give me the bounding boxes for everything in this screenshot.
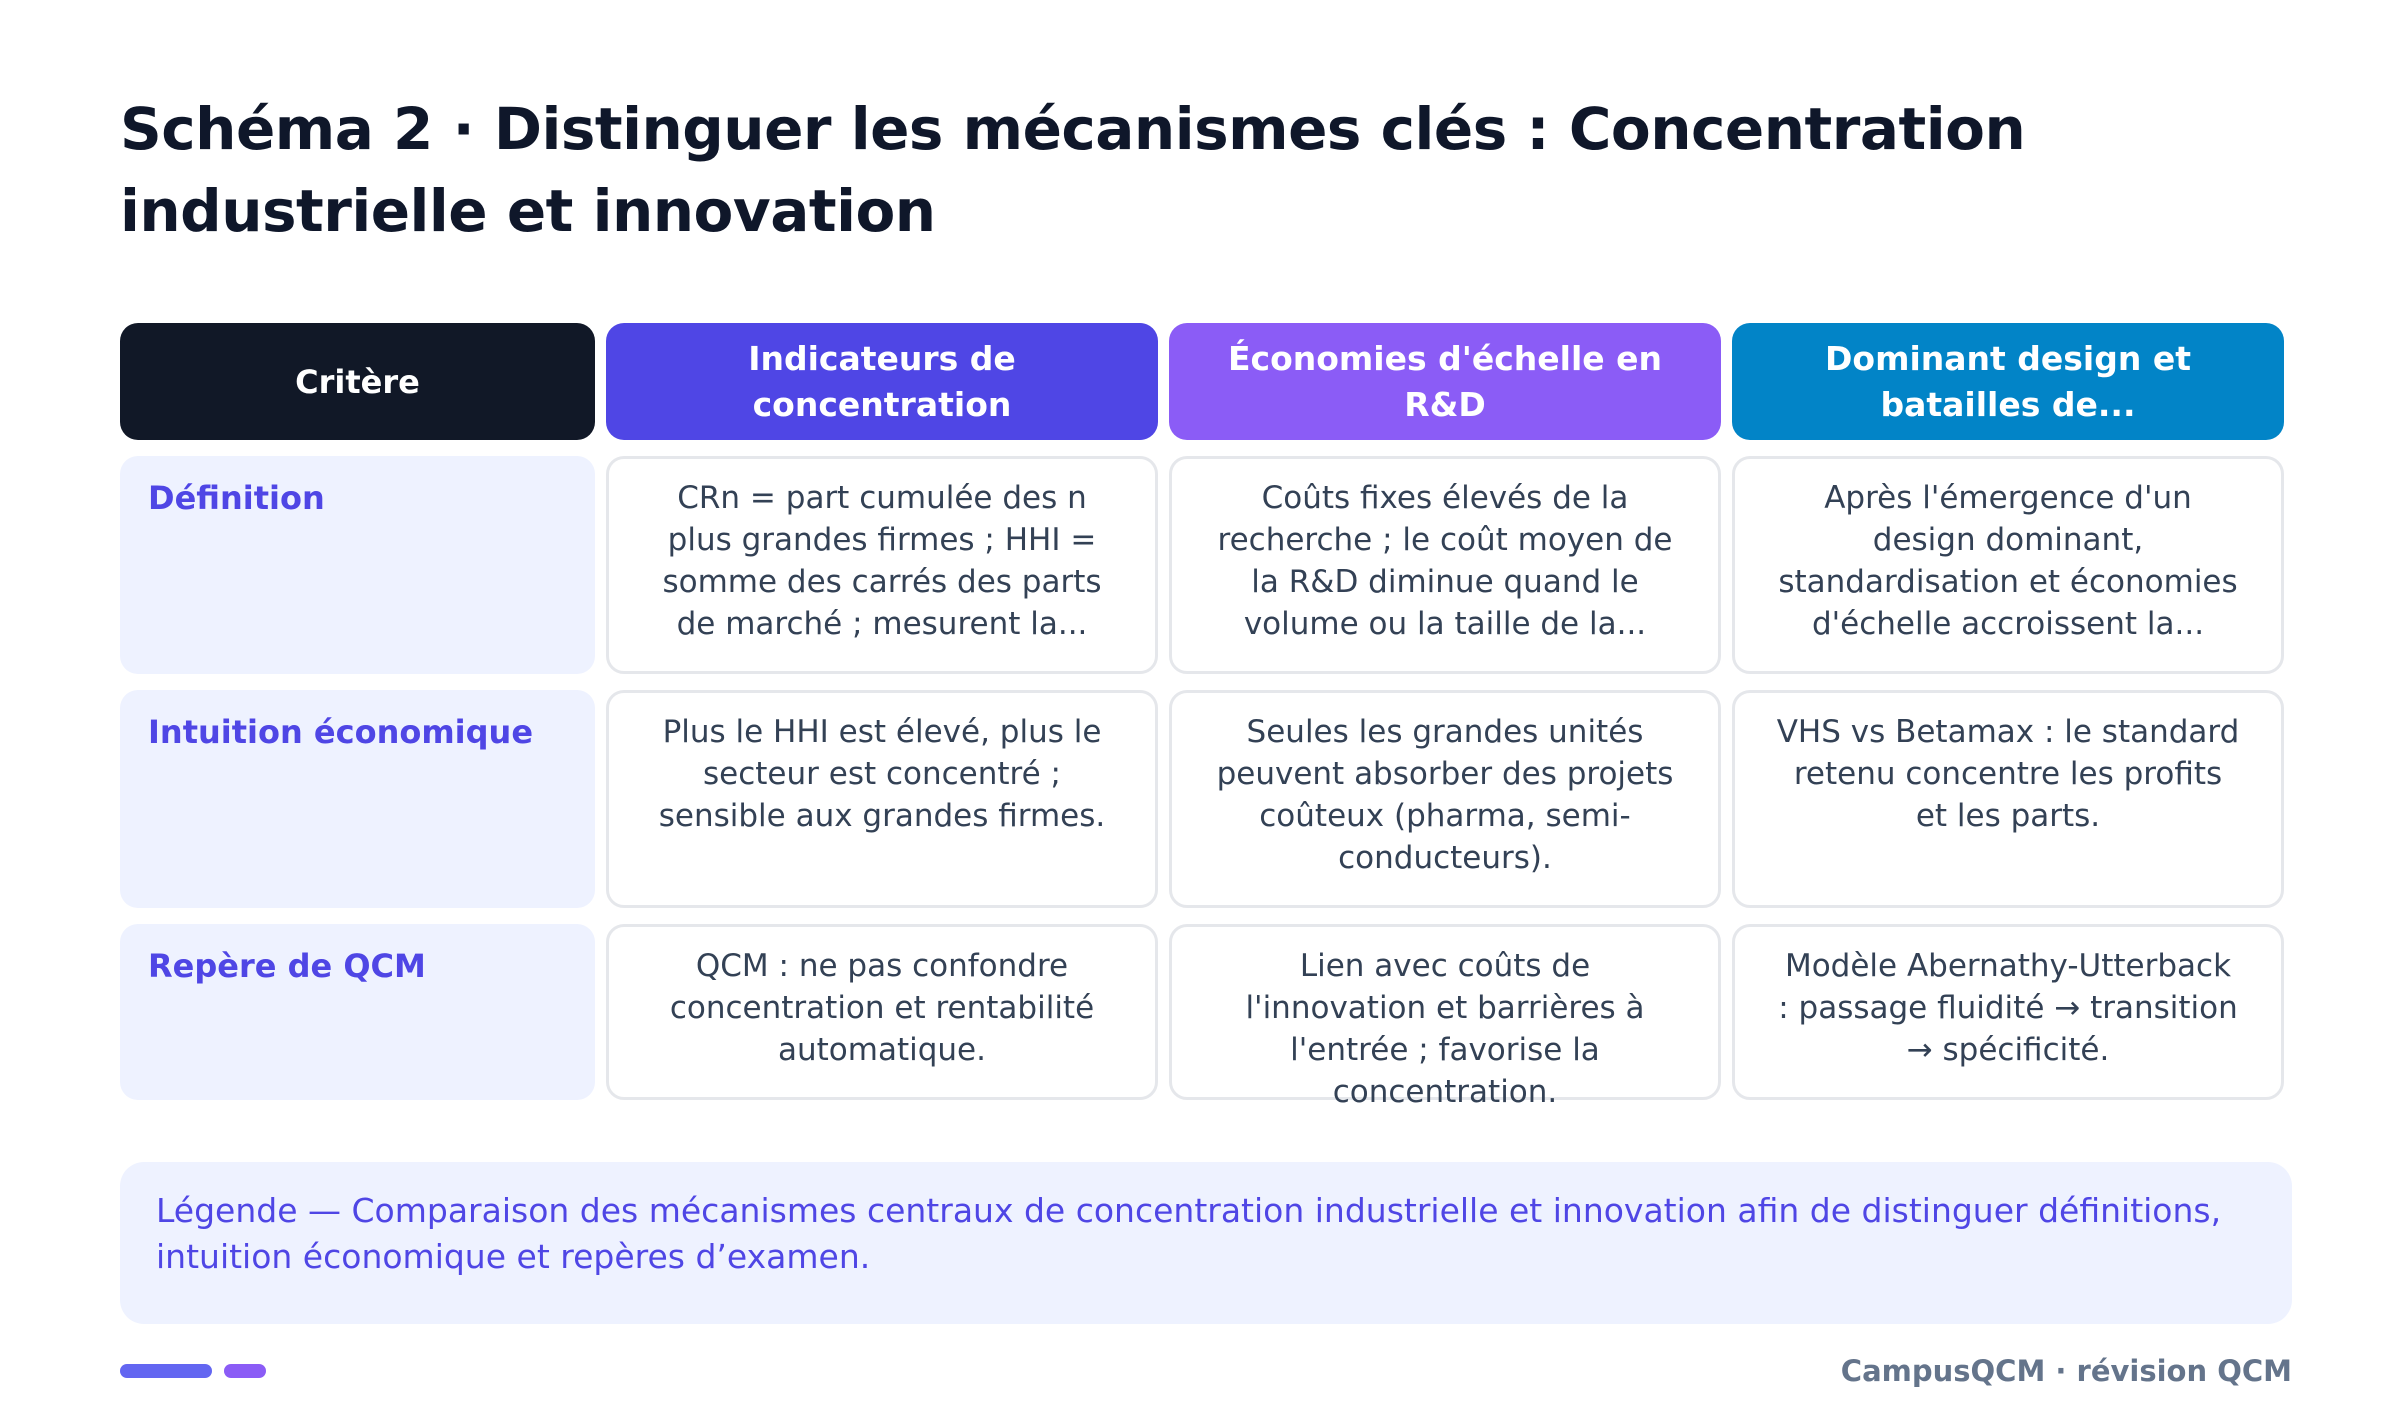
accent-bar-secondary <box>224 1364 266 1378</box>
header-rd-economies-of-scale-label: Économies d'échelle en R&D <box>1227 338 1663 424</box>
footer-brand: CampusQCM · révision QCM <box>1840 1354 2292 1388</box>
page-title: Schéma 2 · Distinguer les mécanismes clé… <box>120 95 2026 245</box>
cell-intuition-concentration: Plus le HHI est élevé, plus le secteur e… <box>606 690 1158 908</box>
cell-definition-dominant-design: Après l'émergence d'un design dominant, … <box>1732 456 2284 674</box>
cell-intuition-rd-scale: Seules les grandes unités peuvent absorb… <box>1169 690 1721 908</box>
header-concentration-indicators-label: Indicateurs de concentration <box>748 338 1016 424</box>
cell-definition-concentration: CRn = part cumulée des n plus grandes fi… <box>606 456 1158 674</box>
cell-definition-rd-scale: Coûts fixes élevés de la recherche ; le … <box>1169 456 1721 674</box>
header-criterion: Critère <box>120 323 595 440</box>
row-label-definition: Définition <box>120 456 595 674</box>
row-label-intuition: Intuition économique <box>120 690 595 908</box>
cell-qcm-rd-scale: Lien avec coûts de l'innovation et barri… <box>1169 924 1721 1110</box>
row-label-qcm: Repère de QCM <box>120 924 595 1100</box>
legend-box: Légende — Comparaison des mécanismes cen… <box>120 1162 2292 1324</box>
header-dominant-design: Dominant design et batailles de... <box>1732 323 2284 440</box>
header-concentration-indicators: Indicateurs de concentration <box>606 323 1158 440</box>
header-rd-economies-of-scale: Économies d'échelle en R&D <box>1169 323 1721 440</box>
header-criterion-label: Critère <box>295 362 420 401</box>
cell-intuition-dominant-design: VHS vs Betamax : le standard retenu conc… <box>1732 690 2284 908</box>
accent-bar-primary <box>120 1364 212 1378</box>
header-dominant-design-label: Dominant design et batailles de... <box>1825 338 2191 424</box>
cell-qcm-dominant-design: Modèle Abernathy-Utterback : passage flu… <box>1732 924 2284 1100</box>
comparison-table: Critère Indicateurs de concentration Éco… <box>120 323 2284 1110</box>
cell-qcm-concentration: QCM : ne pas confondre concentration et … <box>606 924 1158 1100</box>
